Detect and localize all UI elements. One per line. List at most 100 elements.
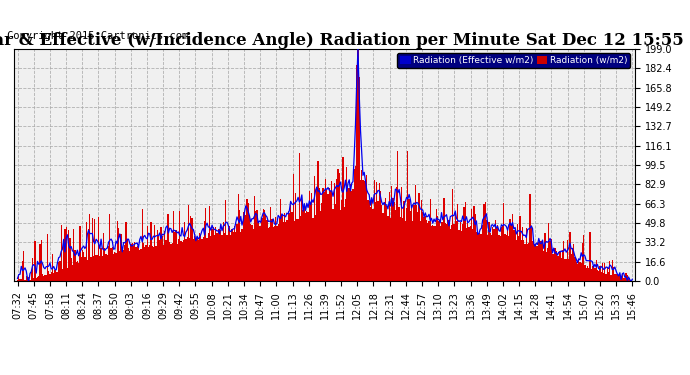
Bar [279, 218, 280, 281]
Bar [517, 224, 518, 281]
Bar [356, 65, 357, 281]
Bar [607, 268, 608, 281]
Bar [213, 226, 214, 281]
Bar [387, 216, 388, 281]
Bar [302, 210, 304, 281]
Bar [562, 250, 563, 281]
Bar [286, 220, 288, 281]
Bar [58, 262, 59, 281]
Bar [172, 211, 174, 281]
Bar [542, 241, 543, 281]
Bar [427, 223, 428, 281]
Bar [364, 181, 365, 281]
Bar [326, 190, 328, 281]
Bar [348, 188, 350, 281]
Bar [78, 263, 79, 281]
Bar [548, 222, 549, 281]
Bar [568, 259, 569, 281]
Bar [250, 225, 251, 281]
Bar [346, 166, 347, 281]
Bar [600, 272, 602, 281]
Bar [472, 229, 473, 281]
Bar [523, 240, 524, 281]
Bar [43, 276, 44, 281]
Bar [464, 202, 466, 281]
Bar [114, 252, 115, 281]
Bar [347, 188, 348, 281]
Bar [629, 278, 631, 281]
Bar [315, 215, 316, 281]
Bar [609, 261, 611, 281]
Bar [284, 213, 285, 281]
Bar [446, 224, 447, 281]
Bar [98, 217, 99, 281]
Bar [390, 218, 391, 281]
Bar [498, 235, 500, 281]
Bar [564, 259, 566, 281]
Bar [489, 233, 491, 281]
Bar [104, 248, 106, 281]
Bar [586, 266, 588, 281]
Bar [273, 227, 274, 281]
Bar [437, 216, 438, 281]
Bar [90, 256, 92, 281]
Bar [337, 169, 339, 281]
Bar [484, 202, 486, 281]
Bar [124, 245, 126, 281]
Bar [382, 213, 384, 281]
Bar [101, 256, 103, 281]
Bar [184, 222, 185, 281]
Bar [553, 254, 554, 281]
Bar [260, 226, 262, 281]
Bar [234, 226, 235, 281]
Bar [148, 247, 149, 281]
Bar [133, 246, 134, 281]
Bar [121, 251, 123, 281]
Bar [538, 242, 540, 281]
Bar [381, 205, 382, 281]
Bar [471, 209, 472, 281]
Bar [32, 258, 33, 281]
Bar [27, 278, 28, 281]
Bar [257, 221, 259, 281]
Bar [75, 262, 77, 281]
Bar [385, 198, 386, 281]
Bar [481, 234, 482, 281]
Bar [88, 229, 89, 281]
Bar [325, 178, 326, 281]
Bar [209, 206, 210, 281]
Bar [533, 241, 535, 281]
Bar [580, 264, 582, 281]
Bar [231, 229, 233, 281]
Bar [336, 179, 337, 281]
Bar [274, 226, 275, 281]
Bar [421, 200, 422, 281]
Bar [64, 229, 66, 281]
Bar [263, 209, 264, 281]
Bar [594, 268, 595, 281]
Bar [275, 217, 276, 281]
Bar [392, 198, 393, 281]
Bar [264, 210, 265, 281]
Bar [237, 194, 239, 281]
Bar [208, 233, 209, 281]
Bar [268, 228, 269, 281]
Bar [424, 216, 426, 281]
Bar [30, 272, 32, 281]
Bar [93, 256, 95, 281]
Bar [567, 240, 568, 281]
Bar [57, 272, 58, 281]
Bar [170, 244, 172, 281]
Bar [355, 166, 356, 281]
Bar [280, 199, 282, 281]
Bar [435, 226, 436, 281]
Bar [150, 222, 152, 281]
Bar [97, 255, 98, 281]
Bar [333, 209, 334, 281]
Bar [456, 221, 457, 281]
Bar [400, 217, 401, 281]
Bar [462, 224, 464, 281]
Bar [205, 208, 206, 281]
Bar [69, 238, 70, 281]
Bar [628, 279, 629, 281]
